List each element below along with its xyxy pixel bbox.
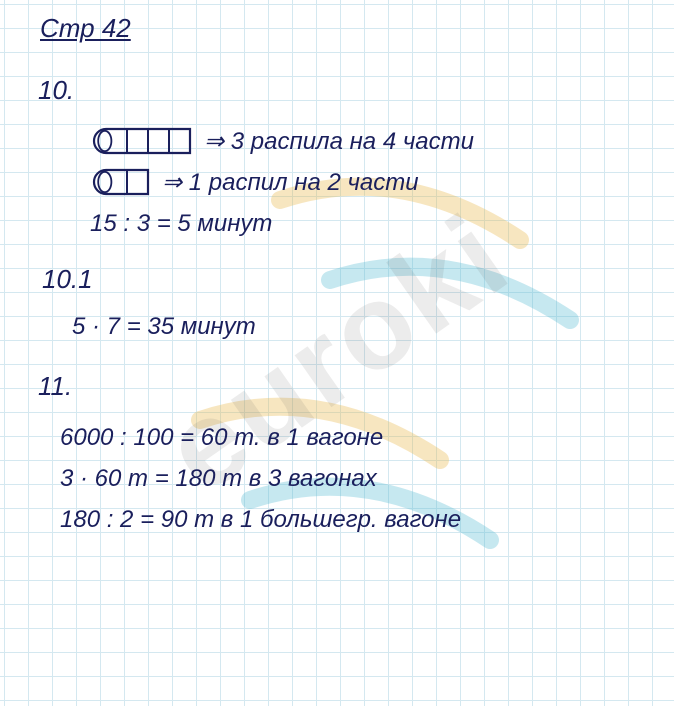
problem-10-row1: ⇒ 3 распила на 4 части <box>90 126 644 157</box>
problem-10-1-number: 10.1 <box>42 263 644 297</box>
problem-10-calc: 15 : 3 = 5 минут <box>90 208 644 239</box>
problem-11-number: 11. <box>38 370 644 404</box>
problem-10-row2-text: ⇒ 1 распил на 2 части <box>162 167 419 198</box>
problem-11-line3: 180 : 2 = 90 т в 1 большегр. вагоне <box>60 504 644 535</box>
problem-10-row2: ⇒ 1 распил на 2 части <box>90 167 644 198</box>
problem-11-line2: 3 · 60 т = 180 т в 3 вагонах <box>60 463 644 494</box>
problem-10-1-calc: 5 · 7 = 35 минут <box>72 311 644 342</box>
problem-11-line1: 6000 : 100 = 60 т. в 1 вагоне <box>60 422 644 453</box>
page-content: Стр 42 10. ⇒ 3 распила на 4 части ⇒ 1 ра… <box>0 0 674 558</box>
page-header: Стр 42 <box>40 12 644 46</box>
log-4-icon <box>90 126 194 156</box>
problem-10-number: 10. <box>38 74 644 108</box>
problem-10-row1-text: ⇒ 3 распила на 4 части <box>204 126 474 157</box>
log-2-icon <box>90 167 152 197</box>
